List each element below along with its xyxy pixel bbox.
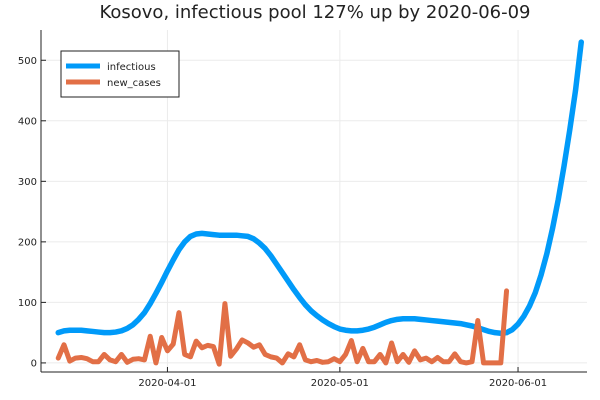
y-tick-label: 300 (18, 177, 37, 188)
x-tick-label: 2020-06-01 (489, 378, 547, 389)
x-tick-label: 2020-04-01 (138, 378, 196, 389)
infectious-line (55, 39, 584, 337)
legend: infectious new_cases (60, 50, 180, 98)
legend-box (60, 50, 180, 98)
y-tick-label: 200 (18, 237, 37, 248)
series-layer (55, 39, 584, 367)
y-tick-label: 400 (18, 116, 37, 127)
y-tick-label: 100 (18, 298, 37, 309)
legend-label-new-cases: new_cases (107, 78, 161, 89)
y-tick-label: 0 (31, 358, 37, 369)
y-tick-label: 500 (18, 56, 37, 67)
x-tick-label: 2020-05-01 (311, 378, 369, 389)
chart-title: Kosovo, infectious pool 127% up by 2020-… (99, 2, 530, 23)
axes: 0 100 200 300 400 500 2020-04-01 2020-05-01 2020… (18, 30, 587, 389)
legend-label-infectious: infectious (107, 62, 156, 73)
new-cases-line (55, 288, 510, 367)
